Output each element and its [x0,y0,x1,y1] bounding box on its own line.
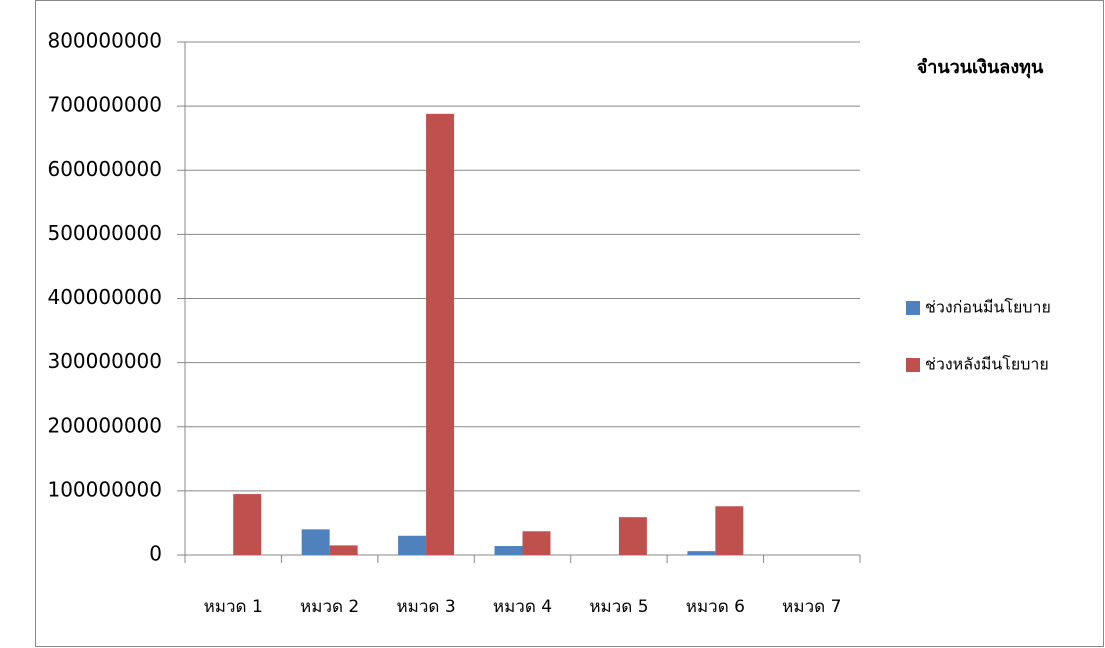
bar [329,545,358,555]
bar [301,529,330,555]
y-tick-label: 500000000 [47,221,162,245]
x-tick-label: หมวด 5 [589,597,648,617]
bar [398,535,427,555]
y-tick-label: 300000000 [47,349,162,373]
chart-title: จำนวนเงินลงทุน [917,57,1044,79]
x-tick-label: หมวด 1 [204,597,263,617]
y-tick-label: 700000000 [47,93,162,117]
chart-frame [35,0,1104,647]
bar [233,494,262,555]
y-tick-label: 800000000 [47,29,162,53]
x-tick-label: หมวด 6 [686,597,745,617]
y-tick-label: 200000000 [47,413,162,437]
bar [494,546,523,555]
bar [618,517,647,555]
legend-label: ช่วงหลังมีนโยบาย [925,355,1049,374]
bar [522,531,551,555]
x-tick-label: หมวด 3 [396,597,455,617]
bar [426,113,455,555]
x-tick-label: หมวด 2 [300,597,359,617]
y-tick-label: 0 [149,542,162,566]
legend-label: ช่วงก่อนมีนโยบาย [925,298,1051,317]
y-tick-label: 400000000 [47,285,162,309]
x-tick-label: หมวด 4 [493,597,552,617]
legend-swatch [906,301,920,315]
y-tick-label: 600000000 [47,157,162,181]
bar [715,506,744,555]
y-tick-label: 100000000 [47,477,162,501]
x-tick-label: หมวด 7 [782,597,841,617]
bar [687,551,716,555]
legend-swatch [906,358,920,372]
